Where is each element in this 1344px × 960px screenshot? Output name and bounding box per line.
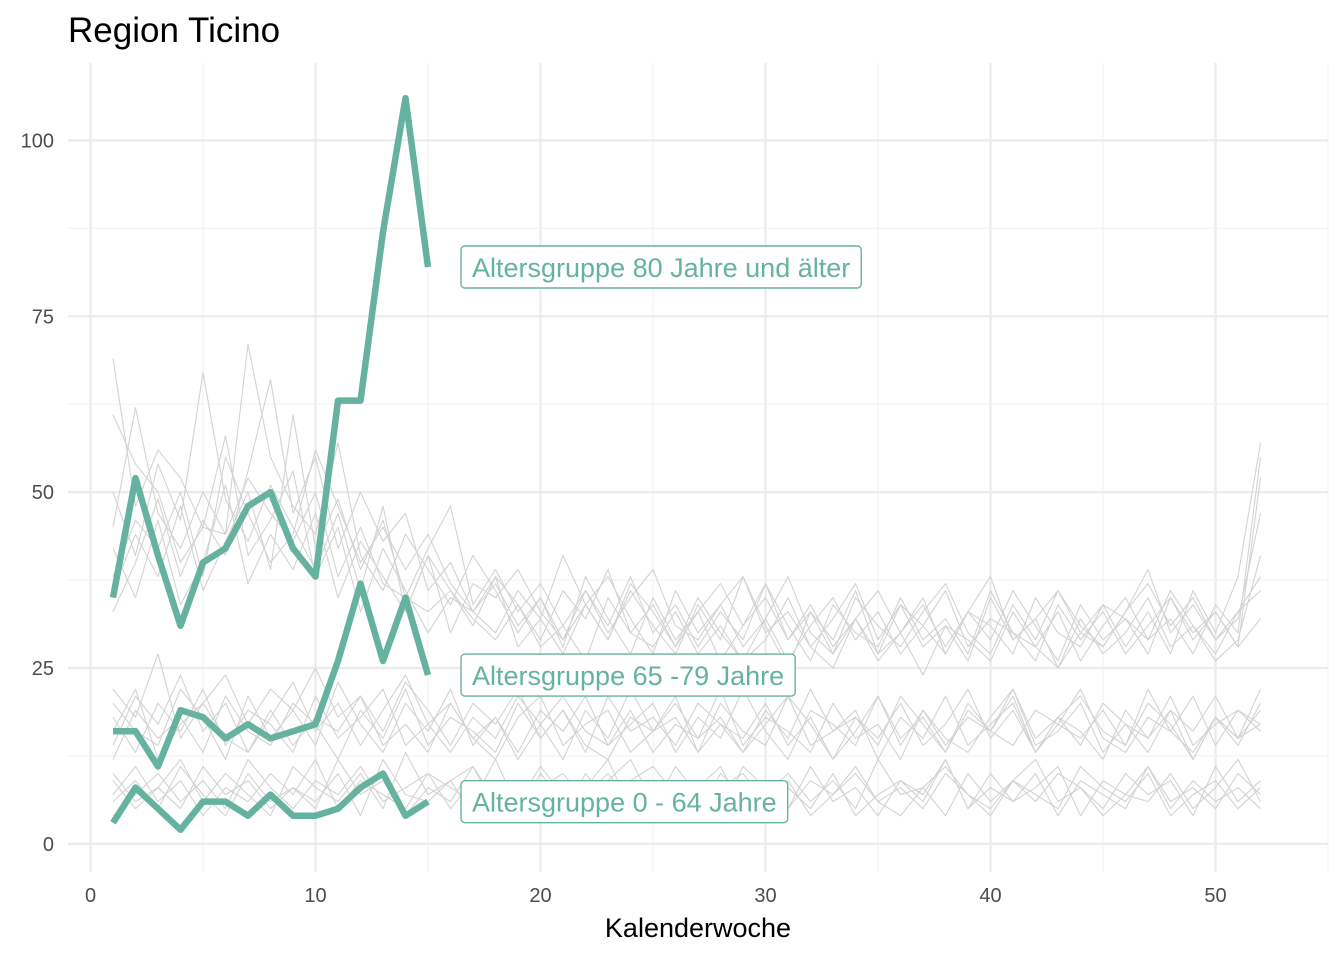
highlighted-lines	[109, 94, 432, 834]
series-label: Altersgruppe 65 -79 Jahre	[460, 653, 796, 697]
series-label: Altersgruppe 80 Jahre und älter	[460, 245, 862, 289]
background-line	[112, 414, 1261, 655]
x-axis-title: Kalenderwoche	[605, 913, 791, 943]
x-tick-label: 20	[529, 885, 551, 907]
y-tick-label: 0	[43, 834, 54, 856]
x-tick-label: 30	[754, 885, 776, 907]
background-line	[112, 484, 1261, 655]
series-line	[110, 770, 430, 834]
background-line	[112, 688, 1261, 760]
series-label-box	[460, 653, 796, 697]
background-line	[112, 343, 1261, 662]
series-label-box	[460, 245, 862, 289]
x-tick-labels: 0 10 20 30 40 50	[85, 885, 1227, 907]
series-label-text: Altersgruppe 0 - 64 Jahre	[472, 788, 777, 818]
series-line	[109, 94, 432, 630]
grid	[68, 63, 1329, 872]
series-label-text: Altersgruppe 65 -79 Jahre	[472, 661, 784, 691]
series-label-box	[460, 779, 789, 824]
background-lines	[112, 343, 1262, 824]
x-tick-label: 0	[85, 885, 96, 907]
y-tick-label: 75	[32, 306, 54, 328]
x-tick-label: 40	[979, 885, 1001, 907]
series-label: Altersgruppe 0 - 64 Jahre	[460, 779, 789, 824]
y-tick-label: 100	[21, 130, 54, 152]
chart-title: Region Ticino	[68, 11, 280, 50]
y-tick-label: 50	[32, 482, 54, 504]
background-line	[112, 449, 1262, 662]
y-tick-label: 25	[32, 658, 54, 680]
series-labels: Altersgruppe 80 Jahre und älter Altersgru…	[460, 245, 862, 824]
y-tick-labels: 0 25 50 75 100	[21, 130, 54, 855]
x-tick-label: 10	[304, 885, 326, 907]
series-label-text: Altersgruppe 80 Jahre und älter	[472, 253, 850, 283]
x-tick-label: 50	[1204, 885, 1226, 907]
background-line	[112, 371, 1262, 662]
background-line	[112, 688, 1261, 760]
series-line	[113, 580, 432, 770]
background-line	[112, 688, 1261, 760]
background-line	[112, 379, 1262, 662]
